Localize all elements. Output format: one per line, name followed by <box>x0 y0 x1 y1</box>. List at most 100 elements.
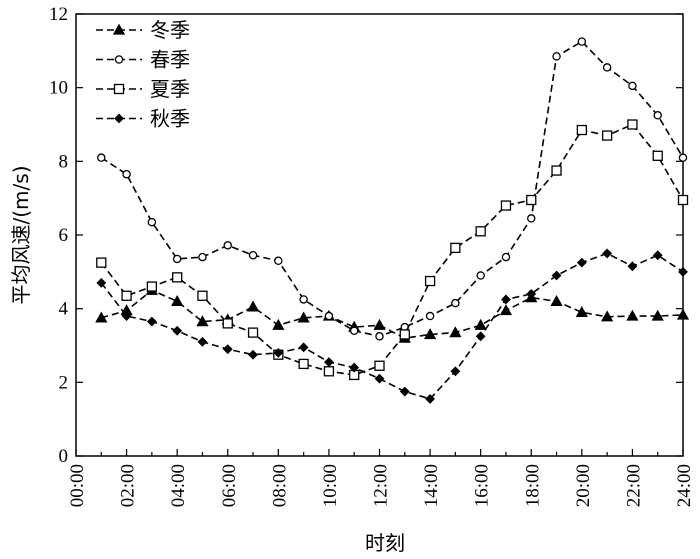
data-point <box>626 309 639 321</box>
data-point <box>146 316 157 327</box>
data-point <box>551 270 562 281</box>
data-point <box>577 37 587 46</box>
data-point <box>323 366 335 377</box>
data-point <box>146 281 158 292</box>
data-point <box>627 119 638 130</box>
x-tick-label: 16:00 <box>472 464 493 507</box>
data-point <box>476 271 485 280</box>
data-point <box>223 241 232 250</box>
data-point <box>500 200 512 211</box>
legend-marker <box>113 83 125 95</box>
legend-item: 秋季 <box>96 107 190 131</box>
x-axis-title: 时刻 <box>365 531 405 555</box>
series-2 <box>97 37 688 341</box>
series-line <box>100 40 684 338</box>
x-tick-label: 08:00 <box>269 464 290 507</box>
x-tick-label: 04:00 <box>168 464 189 507</box>
data-point <box>324 311 334 321</box>
data-point <box>576 124 587 136</box>
legend-label: 秋季 <box>150 107 190 131</box>
data-point <box>602 248 613 259</box>
y-axis-title: 平均风速/(m/s) <box>9 166 33 305</box>
series-line <box>100 123 684 376</box>
x-axis-ticks: 00:00 02:00 04:00 06:00 08:00 10:00 12:00 14:00… <box>67 449 695 507</box>
data-point <box>222 344 233 355</box>
data-point <box>527 214 536 223</box>
data-point <box>678 153 688 162</box>
data-point <box>652 250 663 261</box>
data-point <box>576 257 587 268</box>
data-point <box>197 290 208 301</box>
data-point <box>297 311 310 323</box>
x-tick-label: 10:00 <box>320 464 341 507</box>
x-tick-label: 20:00 <box>573 464 594 507</box>
data-point <box>121 290 132 301</box>
data-point <box>247 327 259 338</box>
legend-label: 夏季 <box>150 77 190 101</box>
legend-marker <box>114 113 124 124</box>
data-point <box>298 342 309 353</box>
data-point <box>627 261 638 272</box>
data-point <box>475 226 486 237</box>
data-point <box>423 328 437 340</box>
data-point <box>222 318 233 329</box>
y-tick-label: 4 <box>59 299 69 320</box>
data-point <box>499 304 513 316</box>
data-point <box>172 272 183 283</box>
data-point <box>172 254 182 264</box>
data-point <box>677 194 689 206</box>
data-point <box>449 326 462 338</box>
data-point <box>628 81 637 91</box>
data-point <box>678 266 688 277</box>
data-point <box>424 275 436 287</box>
data-point <box>475 331 486 342</box>
data-point <box>323 357 334 367</box>
data-point <box>272 318 285 330</box>
data-point <box>298 358 309 370</box>
data-point <box>676 308 690 320</box>
y-tick-label: 0 <box>59 446 69 467</box>
data-point <box>526 194 537 206</box>
y-tick-label: 12 <box>49 4 68 25</box>
data-point <box>95 311 108 323</box>
data-point <box>653 111 662 120</box>
x-tick-label: 18:00 <box>522 464 543 507</box>
data-point <box>474 318 487 330</box>
x-tick-label: 22:00 <box>623 464 644 507</box>
data-point <box>198 252 207 262</box>
data-point <box>97 153 106 162</box>
legend-label: 春季 <box>150 48 190 72</box>
data-point <box>552 52 561 61</box>
data-point <box>96 277 107 288</box>
data-point <box>196 315 209 327</box>
x-tick-label: 24:00 <box>674 464 695 507</box>
x-tick-label: 00:00 <box>67 464 88 507</box>
data-point <box>450 242 461 254</box>
y-tick-label: 2 <box>59 372 69 393</box>
data-point <box>425 393 436 404</box>
x-tick-label: 14:00 <box>421 464 442 507</box>
data-point <box>246 300 260 312</box>
data-point <box>550 294 563 306</box>
y-axis-ticks: 0 2 4 6 8 10 12 <box>49 4 683 467</box>
data-point <box>575 306 588 318</box>
series-3 <box>96 119 689 381</box>
data-point <box>399 329 410 340</box>
data-point <box>501 294 511 305</box>
data-point <box>248 349 258 360</box>
legend-item: 春季 <box>96 48 190 72</box>
x-tick-label: 02:00 <box>118 464 139 507</box>
data-point <box>273 347 284 358</box>
data-point <box>197 336 208 347</box>
series-line <box>100 252 684 400</box>
data-point <box>349 362 360 373</box>
data-point <box>172 325 183 336</box>
data-point <box>652 150 663 161</box>
data-point <box>373 318 386 330</box>
y-tick-label: 10 <box>49 78 68 99</box>
y-tick-label: 8 <box>59 151 69 172</box>
legend-marker <box>114 55 124 64</box>
data-point <box>147 217 157 227</box>
data-point <box>122 169 131 179</box>
